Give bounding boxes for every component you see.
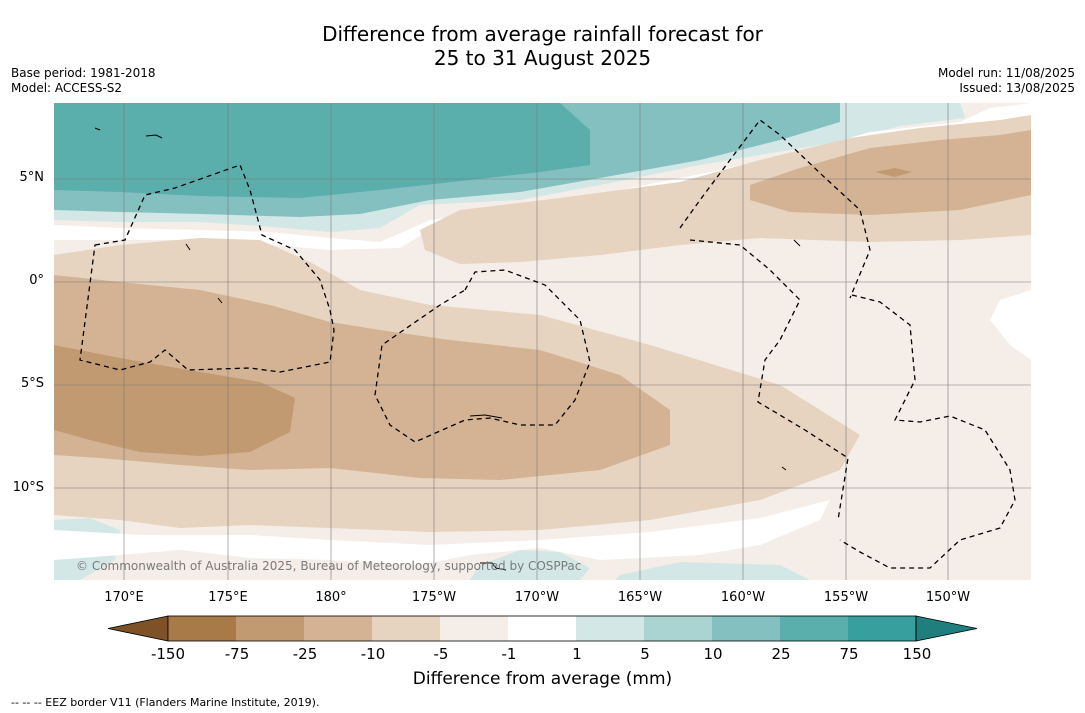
gridlines bbox=[54, 103, 1031, 580]
colorbar-tick-label: -75 bbox=[224, 645, 250, 663]
lat-label: 5°N bbox=[19, 170, 45, 185]
wet-band-north-75 bbox=[54, 103, 260, 150]
colorbar-tick-label: -25 bbox=[292, 645, 318, 663]
colorbar-tick-label: 75 bbox=[839, 645, 859, 663]
colorbar-tick-label: -1 bbox=[501, 645, 517, 663]
island bbox=[94, 127, 101, 131]
white-band-north bbox=[54, 103, 1031, 250]
map-title-line2: 25 to 31 August 2025 bbox=[433, 46, 652, 70]
dry-band-north-25 bbox=[875, 168, 912, 177]
issued-date: Issued: 13/08/2025 bbox=[959, 81, 1075, 95]
colorbar-tick-label: 1 bbox=[572, 645, 582, 663]
colorbar-segment bbox=[644, 616, 712, 641]
white-patch-east bbox=[990, 290, 1031, 360]
lon-label: 155°W bbox=[823, 590, 869, 605]
eez-footnote: -- -- -- EEZ border V11 (Flanders Marine… bbox=[11, 696, 320, 709]
island bbox=[217, 297, 223, 304]
eez-border-central bbox=[689, 239, 849, 521]
island bbox=[185, 243, 191, 251]
lon-label: 170°W bbox=[514, 590, 560, 605]
lon-label: 180° bbox=[315, 590, 347, 605]
island bbox=[145, 134, 163, 139]
base-period: Base period: 1981-2018 bbox=[11, 66, 156, 80]
white-band-south bbox=[54, 500, 830, 565]
lat-label: 0° bbox=[29, 273, 44, 288]
island bbox=[781, 466, 787, 471]
colorbar-extend-low bbox=[107, 615, 169, 642]
lon-label: 160°W bbox=[720, 590, 766, 605]
lon-label: 175°W bbox=[411, 590, 457, 605]
copyright-notice: © Commonwealth of Australia 2025, Bureau… bbox=[76, 559, 582, 573]
model-name: Model: ACCESS-S2 bbox=[11, 81, 123, 95]
colorbar-border bbox=[167, 615, 917, 642]
colorbar bbox=[107, 615, 978, 642]
map-title-line1: Difference from average rainfall forecas… bbox=[322, 22, 763, 46]
colorbar-segment bbox=[576, 616, 644, 641]
wet-patch-south bbox=[470, 550, 590, 580]
wet-patch-south-east bbox=[615, 562, 810, 580]
colorbar-title: Difference from average (mm) bbox=[412, 669, 673, 689]
colorbar-tick-label: -5 bbox=[433, 645, 449, 663]
lat-label: 10°S bbox=[12, 480, 44, 495]
colorbar-segment bbox=[440, 616, 508, 641]
colorbar-tick-label: -10 bbox=[360, 645, 386, 663]
lon-label: 175°E bbox=[208, 590, 248, 605]
eez-borders bbox=[79, 119, 1016, 569]
colorbar-segment bbox=[848, 616, 916, 641]
island bbox=[480, 562, 507, 571]
lon-label: 165°W bbox=[617, 590, 663, 605]
colorbar-tick-label: 10 bbox=[703, 645, 723, 663]
lon-label: 150°W bbox=[925, 590, 971, 605]
islands bbox=[94, 127, 801, 571]
dry-band-25 bbox=[54, 345, 295, 456]
colorbar-extend-high bbox=[915, 615, 978, 642]
colorbar-segment bbox=[712, 616, 780, 641]
island bbox=[469, 414, 503, 419]
colorbar-segment bbox=[372, 616, 440, 641]
colorbar-segment bbox=[508, 616, 576, 641]
map-area bbox=[54, 103, 1031, 580]
island bbox=[793, 239, 801, 247]
lat-label: 5°S bbox=[20, 376, 44, 391]
colorbar-segment bbox=[304, 616, 372, 641]
eez-border-tuvalu-kiribati bbox=[79, 164, 335, 373]
eez-border-cook bbox=[839, 294, 1016, 569]
colorbar-tick-label: 150 bbox=[902, 645, 932, 663]
colorbar-tick-label: -150 bbox=[150, 645, 186, 663]
colorbar-tick-label: 5 bbox=[640, 645, 650, 663]
colorbar-segment bbox=[780, 616, 848, 641]
lon-label: 170°E bbox=[104, 590, 144, 605]
colorbar-tick-label: 25 bbox=[771, 645, 791, 663]
colorbar-segment bbox=[168, 616, 236, 641]
model-run: Model run: 11/08/2025 bbox=[937, 66, 1075, 80]
colorbar-segment bbox=[236, 616, 304, 641]
